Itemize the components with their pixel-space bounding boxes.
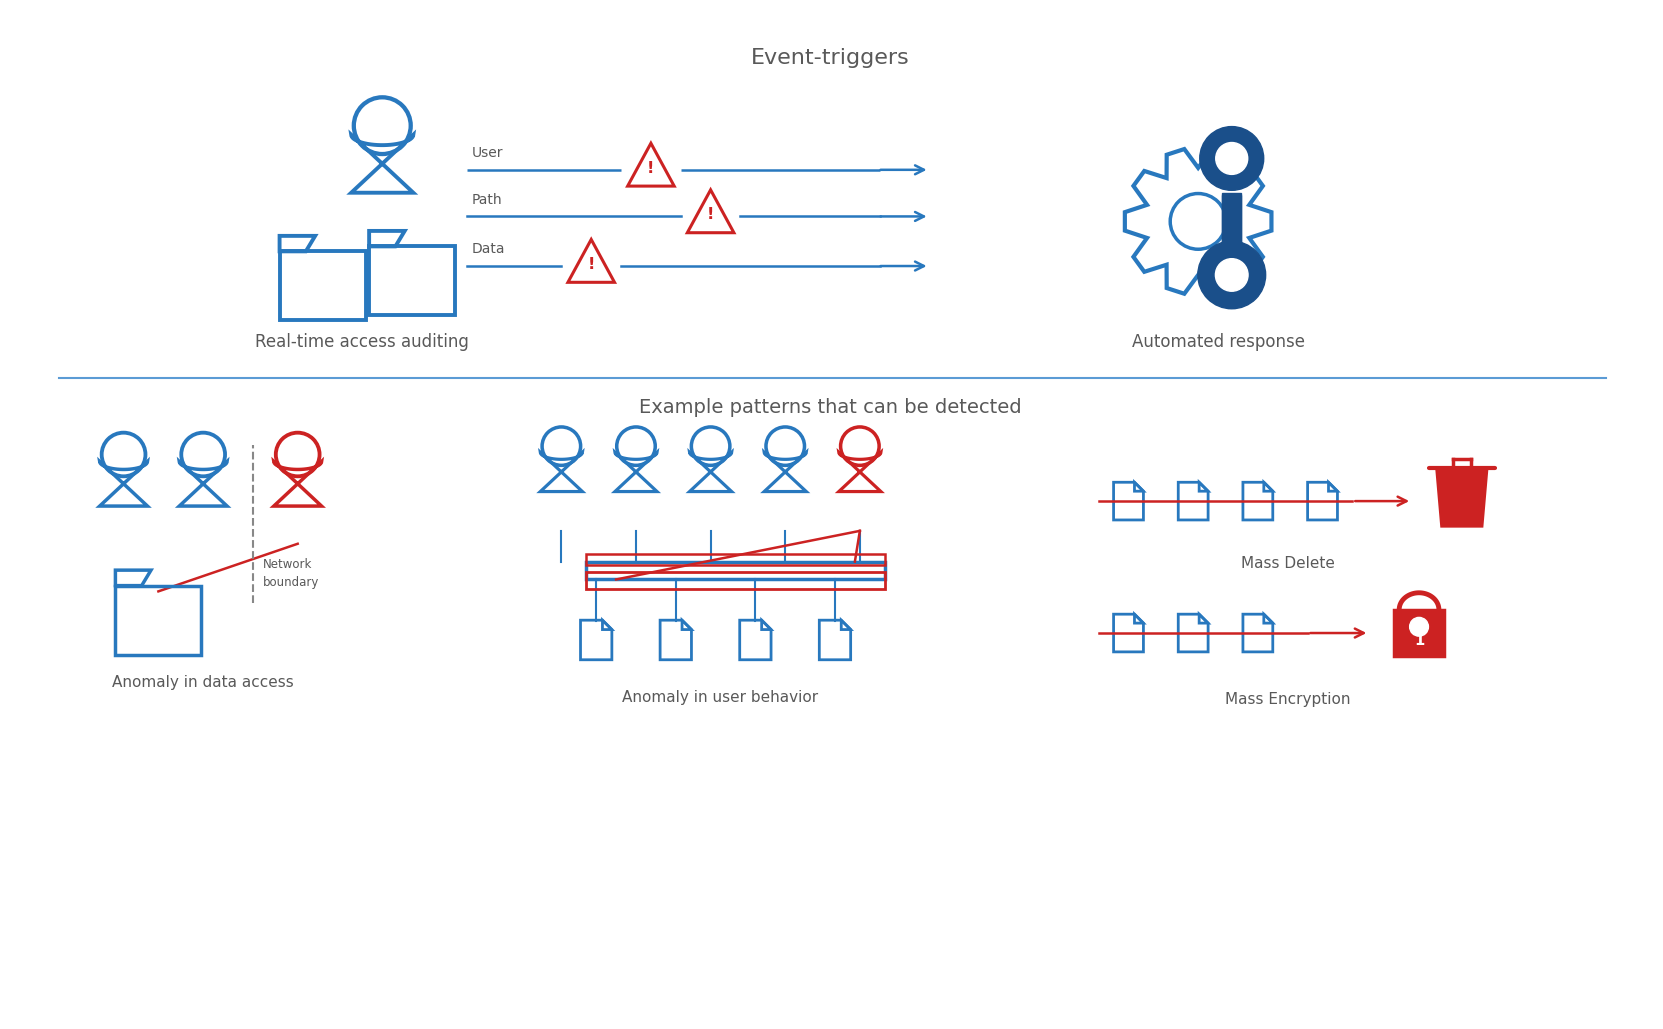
Text: Automated response: Automated response (1131, 333, 1304, 352)
Circle shape (1199, 127, 1264, 190)
Text: Network
boundary: Network boundary (263, 558, 319, 589)
Text: !: ! (647, 161, 655, 176)
Circle shape (1216, 143, 1247, 174)
Bar (1394, 609, 1443, 657)
Text: Data: Data (472, 242, 506, 256)
Text: 1: 1 (1414, 633, 1424, 648)
Bar (587, 554, 885, 565)
Text: Anomaly in user behavior: Anomaly in user behavior (622, 690, 818, 705)
Text: Event-triggers: Event-triggers (750, 47, 910, 68)
Text: User: User (472, 146, 504, 159)
Text: Example patterns that can be detected: Example patterns that can be detected (639, 398, 1021, 418)
Text: Real-time access auditing: Real-time access auditing (256, 333, 469, 352)
Bar (587, 571, 885, 590)
Bar (1222, 193, 1241, 280)
Bar (587, 562, 885, 579)
Circle shape (1216, 258, 1247, 291)
Text: !: ! (707, 207, 715, 222)
Circle shape (1410, 617, 1429, 636)
Text: Mass Encryption: Mass Encryption (1226, 691, 1350, 707)
Text: Anomaly in data access: Anomaly in data access (113, 675, 294, 690)
Text: Path: Path (472, 192, 502, 207)
Bar (1222, 194, 1241, 264)
Polygon shape (1437, 468, 1487, 526)
Circle shape (1197, 241, 1266, 309)
Text: !: ! (587, 257, 595, 272)
Text: Mass Delete: Mass Delete (1241, 556, 1335, 571)
